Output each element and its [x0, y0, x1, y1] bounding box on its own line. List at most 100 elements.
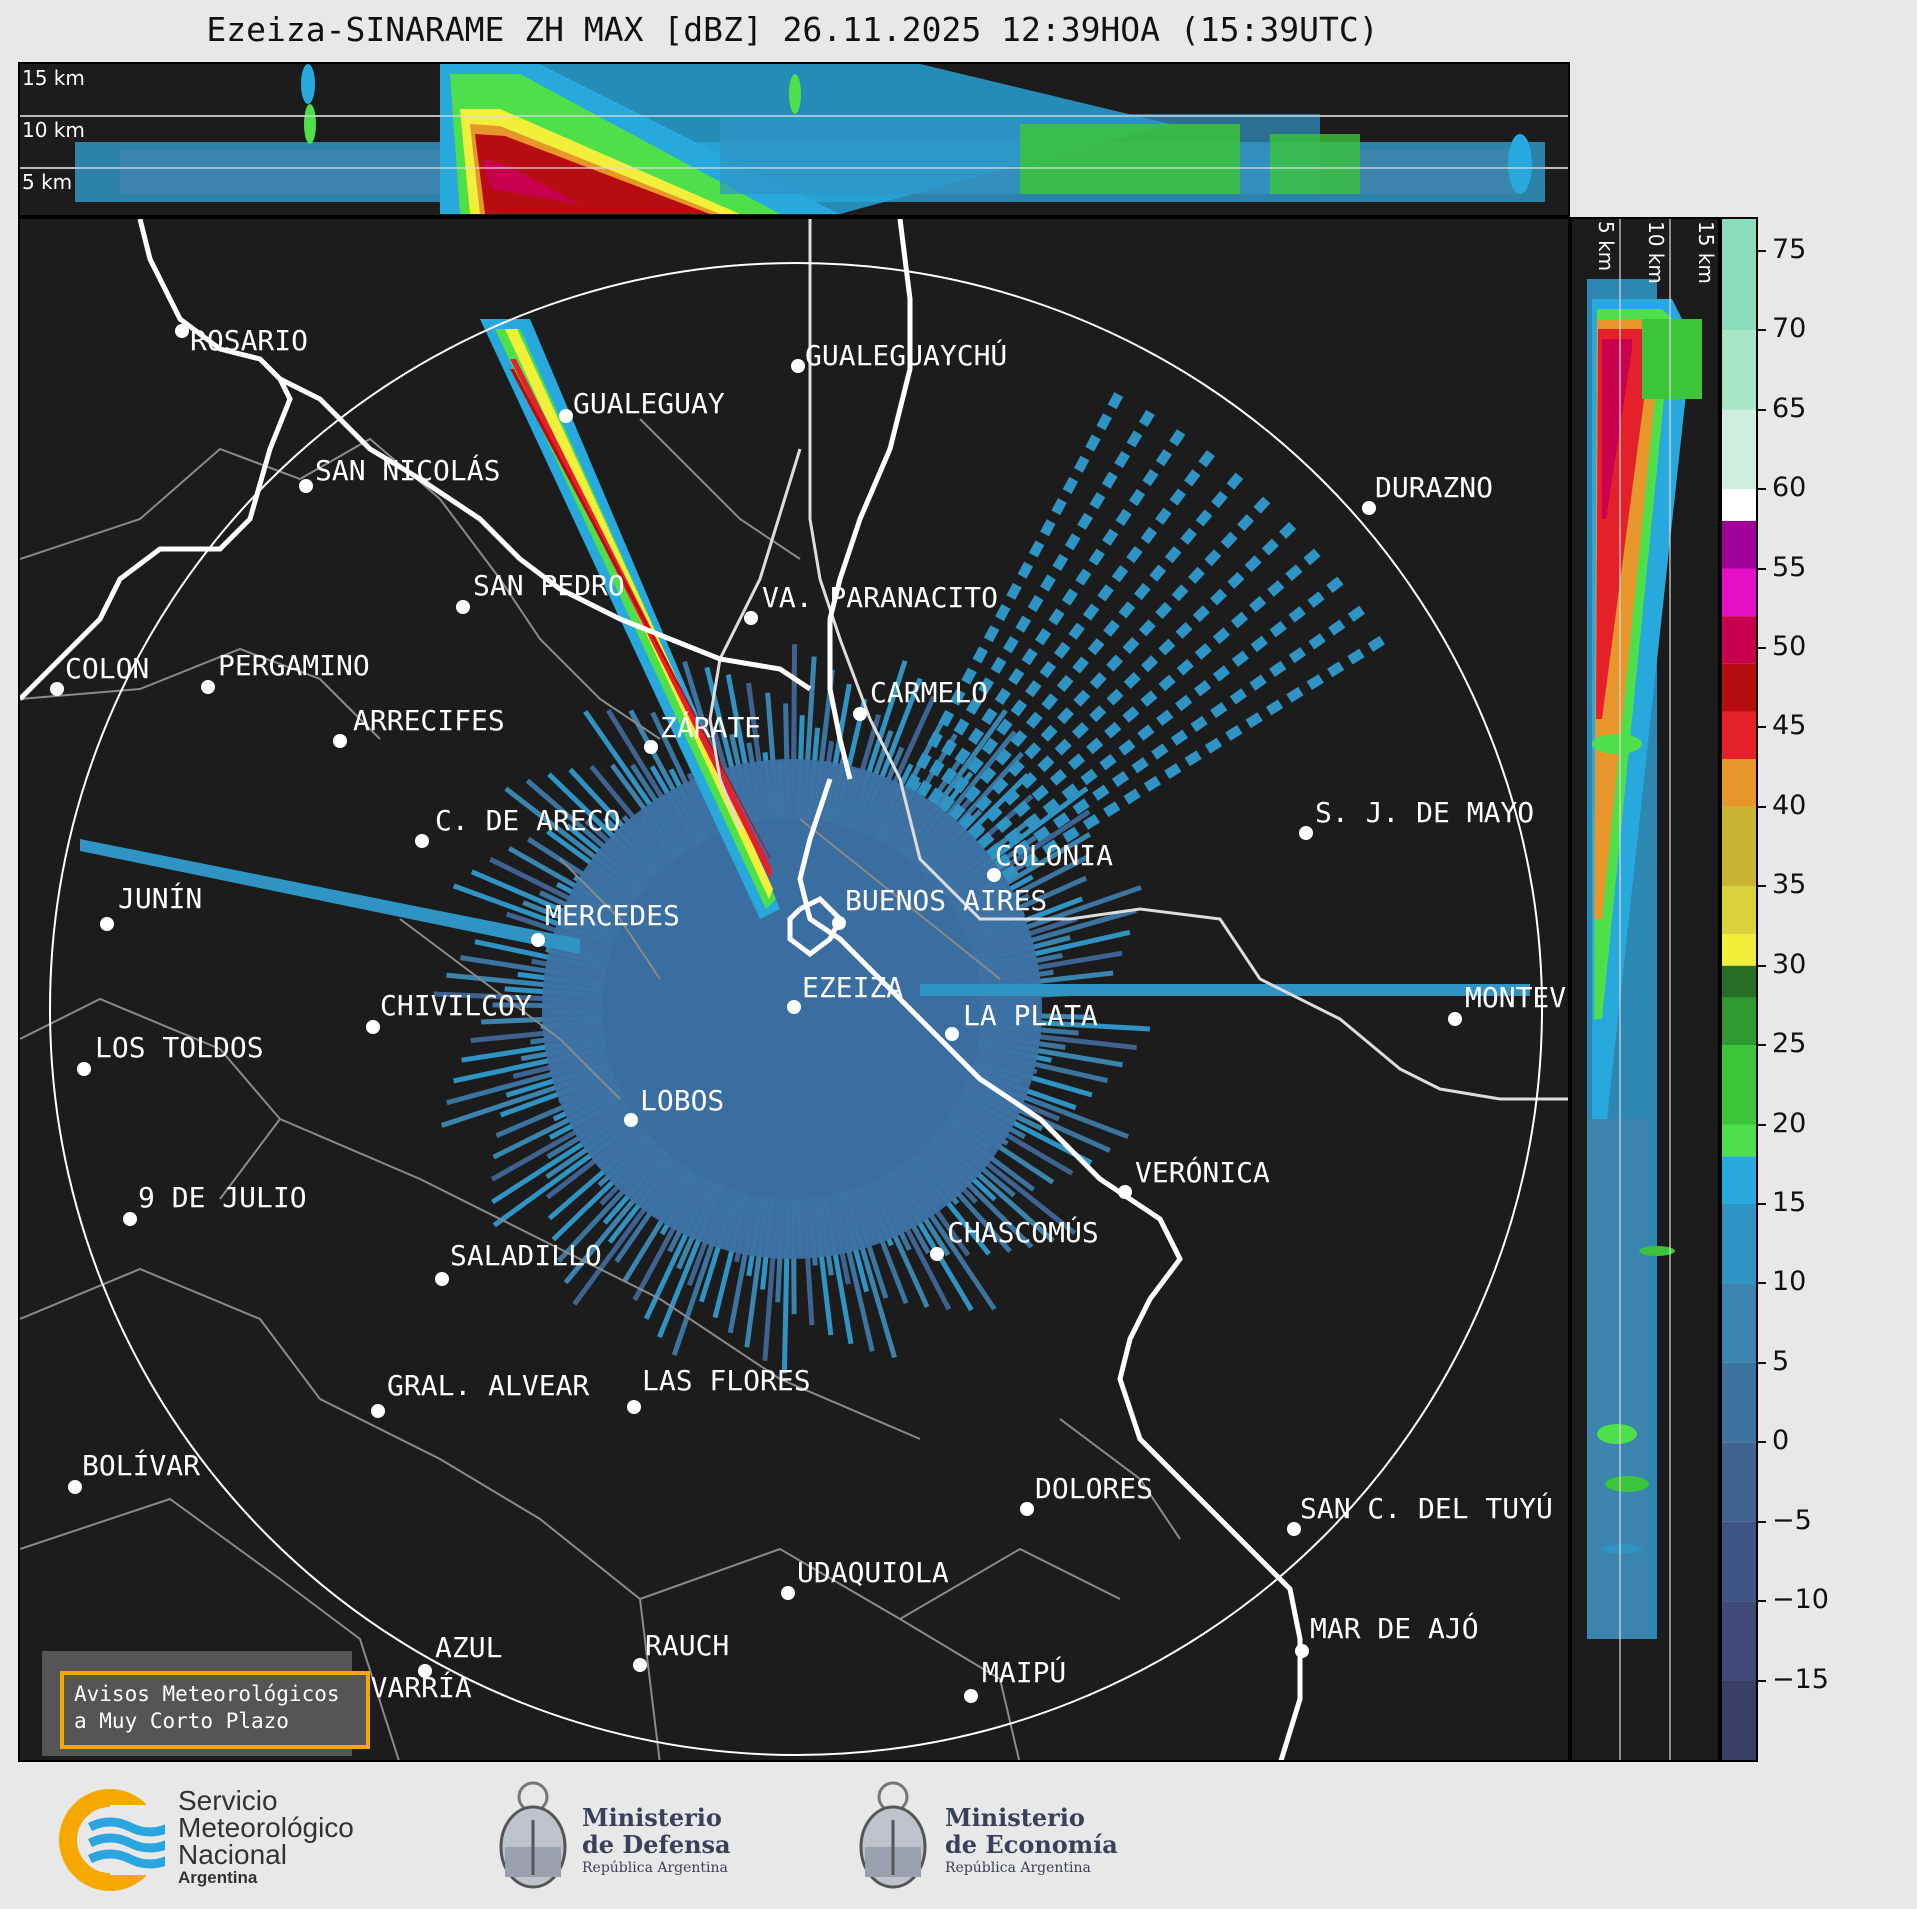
city-marker-dot	[175, 324, 189, 338]
colorbar-segment	[1722, 1601, 1756, 1681]
radar-spoke	[904, 388, 1126, 791]
city-marker-dot	[832, 916, 846, 930]
colorbar-segment	[1722, 997, 1756, 1046]
radar-spoke	[977, 545, 1324, 849]
province-boundaries	[20, 418, 1181, 1760]
side-cross-section-panel: 5 km 10 km 15 km	[1570, 217, 1720, 1762]
city-marker-dot	[787, 1000, 801, 1014]
city-marker-dot	[987, 868, 1001, 882]
uruguay-border	[708, 219, 1568, 1101]
radar-spoke	[938, 446, 1218, 813]
colorbar-segment	[1722, 965, 1756, 998]
warning-box-frame[interactable]: Avisos Meteorológicos a Muy Corto Plazo	[60, 1671, 370, 1749]
city-label-montevideo: MONTEV	[1465, 981, 1567, 1014]
city-marker-dot	[1362, 501, 1376, 515]
radar-map-panel[interactable]: ROSARIO GUALEGUAYCHÚ GUALEGUAY SAN NICOL…	[18, 217, 1570, 1762]
city-label-la-plata: LA PLATA	[963, 999, 1098, 1032]
smn-logo-line2: Meteorológico	[178, 1812, 354, 1843]
city-label-dolores: DOLORES	[1035, 1472, 1154, 1505]
city-marker-dot	[371, 1404, 385, 1418]
city-marker-dot	[531, 933, 545, 947]
city-label-zarate: ZÁRATE	[660, 711, 762, 744]
city-markers	[50, 324, 1462, 1718]
city-marker-dot	[68, 1480, 82, 1494]
city-label-mar-de-ajo: MAR DE AJÓ	[1310, 1612, 1479, 1645]
colorbar-segment	[1722, 568, 1756, 617]
colorbar-tick-mark	[1758, 329, 1766, 332]
radar-spoke	[927, 425, 1188, 805]
city-label-arrecifes: ARRECIFES	[353, 704, 505, 737]
city-label-maipu: MAIPÚ	[982, 1656, 1067, 1689]
city-label-los-toldos: LOS TOLDOS	[95, 1031, 264, 1064]
colorbar-tick-mark	[1758, 805, 1766, 808]
defensa-logo-line3: República Argentina	[582, 1860, 728, 1876]
city-label-pergamino: PERGAMINO	[218, 649, 370, 682]
colorbar-tick-mark	[1758, 1520, 1766, 1523]
city-label-gral-alvear: GRAL. ALVEAR	[387, 1369, 590, 1402]
city-label-va-paranacito: VA. PARANACITO	[762, 581, 999, 614]
colorbar-segment	[1722, 1156, 1756, 1204]
colorbar-tick-mark	[1758, 249, 1766, 252]
city-label-san-pedro: SAN PEDRO	[473, 569, 625, 602]
colorbar-segment	[1722, 711, 1756, 760]
smn-logo-line1: Servicio	[178, 1785, 278, 1816]
colorbar-tick-label: 40	[1772, 789, 1807, 821]
city-label-saladillo: SALADILLO	[450, 1239, 602, 1272]
colorbar-tick-mark	[1758, 1123, 1766, 1126]
warning-box[interactable]: Avisos Meteorológicos a Muy Corto Plazo	[42, 1651, 370, 1756]
city-marker-dot	[1299, 826, 1313, 840]
side-height-label-10km: 10 km	[1644, 221, 1668, 284]
radar-spoke	[985, 574, 1347, 860]
defensa-coat-of-arms-icon	[499, 1781, 567, 1889]
city-label-las-flores: LAS FLORES	[642, 1364, 811, 1397]
economia-coat-of-arms-icon	[859, 1781, 927, 1889]
colorbar-segment	[1722, 759, 1756, 807]
colorbar-tick-label: 45	[1772, 710, 1807, 742]
city-label-mercedes: MERCEDES	[545, 899, 680, 932]
city-label-c-de-areco: C. DE ARECO	[435, 804, 621, 837]
city-label-junin: JUNÍN	[118, 882, 203, 915]
colorbar-tick-mark	[1758, 1600, 1766, 1603]
side-height-label-5km: 5 km	[1594, 221, 1618, 272]
warning-box-line2: a Muy Corto Plazo	[74, 1709, 289, 1733]
city-marker-dot	[1118, 1185, 1132, 1199]
city-label-san-c-del-tuyu: SAN C. DEL TUYÚ	[1300, 1492, 1553, 1525]
city-label-bolivar: BOLÍVAR	[82, 1449, 201, 1482]
city-marker-dot	[50, 682, 64, 696]
colorbar-tick-mark	[1758, 1202, 1766, 1205]
dbz-colorbar	[1720, 217, 1758, 1762]
radar-echo-field	[80, 319, 1530, 1374]
city-marker-dot	[644, 740, 658, 754]
city-label-lobos: LOBOS	[640, 1084, 725, 1117]
city-marker-dot	[456, 600, 470, 614]
city-label-gualeguaychu: GUALEGUAYCHÚ	[805, 339, 1008, 372]
colorbar-segment	[1722, 1362, 1756, 1443]
radar-spoke	[916, 406, 1157, 798]
city-label-durazno: DURAZNO	[1375, 471, 1494, 504]
colorbar-segment	[1722, 933, 1756, 966]
city-marker-dot	[333, 734, 347, 748]
colorbar-segment	[1722, 616, 1756, 664]
city-marker-dot	[1287, 1522, 1301, 1536]
colorbar-segment	[1722, 806, 1756, 887]
colorbar-gradient	[1722, 219, 1756, 1760]
city-marker-dot	[201, 680, 215, 694]
smn-logo-icon	[59, 1789, 165, 1891]
colorbar-tick-mark	[1758, 1441, 1766, 1444]
city-label-gualeguay: GUALEGUAY	[573, 387, 725, 420]
top-cross-section-panel: 15 km 10 km 5 km	[18, 62, 1570, 217]
city-label-chascomus: CHASCOMÚS	[947, 1216, 1099, 1249]
colorbar-tick-mark	[1758, 1361, 1766, 1364]
colorbar-tick-label: 20	[1772, 1107, 1807, 1139]
top-cross-section-echoes	[20, 64, 1568, 214]
city-label-chivilcoy: CHIVILCOY	[380, 989, 532, 1022]
range-ring	[49, 262, 1543, 1756]
city-marker-dot	[627, 1400, 641, 1414]
colorbar-segment	[1722, 663, 1756, 712]
city-marker-dot	[435, 1272, 449, 1286]
colorbar-tick-label: −5	[1772, 1504, 1812, 1536]
city-label-carmelo: CARMELO	[870, 676, 989, 709]
city-marker-dot	[559, 409, 573, 423]
radar-spoke	[948, 469, 1246, 821]
colorbar-segment	[1722, 409, 1756, 490]
